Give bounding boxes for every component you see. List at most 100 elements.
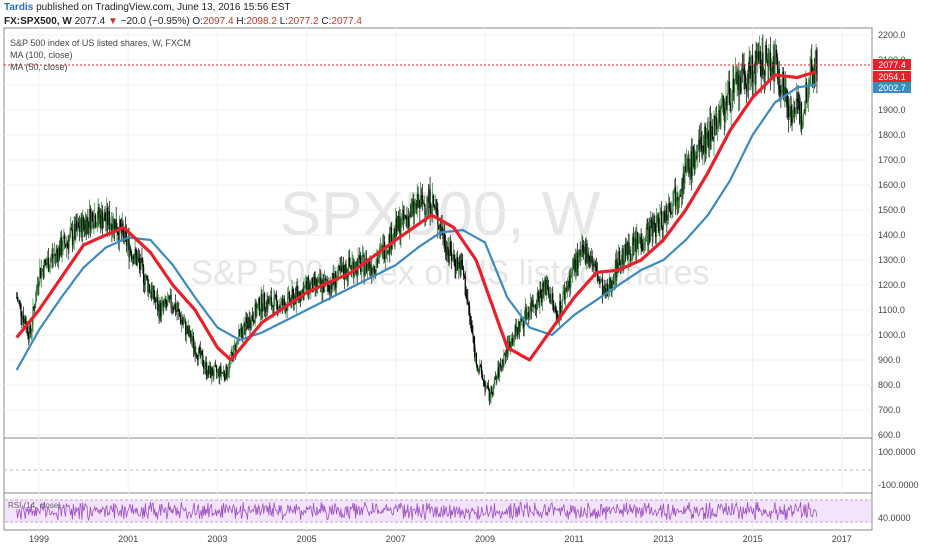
candle-body — [776, 57, 779, 80]
candle-body — [54, 254, 56, 256]
candle-body — [569, 275, 571, 288]
candle-body — [770, 68, 773, 77]
candle-body — [151, 290, 153, 298]
candle-body — [17, 300, 20, 302]
candle-body — [117, 233, 119, 234]
candle-body — [647, 228, 649, 246]
candle-body — [436, 208, 438, 211]
candle-body — [676, 196, 678, 203]
candle-body — [129, 248, 131, 258]
candle-body — [591, 256, 593, 267]
candle-body — [153, 286, 155, 300]
candle-body — [188, 327, 190, 337]
candle-body — [215, 365, 217, 367]
candle-body — [114, 219, 116, 232]
candle-body — [630, 253, 632, 261]
author-link[interactable]: Tardis — [4, 2, 34, 13]
candle-body — [219, 366, 221, 378]
candle-body — [593, 263, 595, 267]
candle-body — [524, 307, 526, 320]
y-tick-label: 1700.0 — [878, 155, 906, 165]
candle-body — [418, 199, 420, 207]
candle-body — [49, 261, 51, 269]
candle-body — [155, 301, 157, 302]
candle-body — [339, 267, 341, 272]
indicator-pane[interactable] — [3, 437, 873, 494]
legend-ma100[interactable]: MA (100, close) — [10, 50, 73, 60]
candle-body — [697, 139, 700, 146]
y-tick-label: 1300.0 — [878, 255, 906, 265]
y-tick-label: 700.0 — [878, 405, 901, 415]
rsi-label: RSI (14, close) — [8, 501, 61, 510]
candle-body — [262, 311, 264, 312]
candle-body — [146, 275, 148, 279]
candle-body — [105, 220, 107, 222]
candle-body — [312, 276, 315, 292]
candle-body — [689, 167, 691, 178]
candle-body — [344, 264, 346, 279]
candle-body — [162, 301, 164, 307]
last-price: 2077.4 — [74, 16, 106, 27]
candle-body — [337, 265, 339, 276]
candle-body — [809, 73, 811, 85]
candle-body — [46, 264, 48, 266]
candle-body — [89, 209, 92, 230]
ma50-line — [15, 70, 817, 362]
candle-body — [626, 242, 628, 259]
candle-body — [728, 81, 731, 103]
candle-body — [242, 325, 244, 339]
ohlc-line: FX:SPX500, W 2077.4 ▼ −20.0 (−0.95%) O:2… — [4, 15, 362, 28]
candle-body — [325, 279, 327, 281]
candle-body — [583, 251, 585, 254]
candle-body — [65, 243, 68, 248]
candle-body — [406, 217, 408, 220]
candle-body — [52, 256, 55, 259]
candle-body — [444, 232, 446, 247]
candle-body — [672, 203, 674, 213]
symbol-label[interactable]: FX:SPX500, W — [4, 16, 72, 27]
candle-body — [609, 277, 611, 289]
candle-body — [416, 194, 418, 210]
y-tick-label: 1500.0 — [878, 205, 906, 215]
candle-body — [565, 287, 567, 300]
candle-body — [475, 353, 478, 365]
candle-body — [432, 195, 435, 205]
candle-body — [423, 202, 425, 205]
candle-body — [791, 116, 793, 122]
candle-body — [241, 333, 243, 339]
candle-body — [449, 241, 451, 256]
candle-body — [508, 341, 510, 343]
candle-body — [227, 373, 229, 377]
candle-body — [721, 103, 723, 107]
candle-body — [102, 221, 104, 229]
candle-body — [540, 289, 542, 295]
candle-body — [788, 112, 791, 117]
candle-body — [200, 350, 202, 357]
rsi-pane[interactable] — [3, 492, 873, 531]
candle-body — [688, 167, 690, 171]
candle-body — [73, 223, 75, 241]
candle-body — [691, 146, 694, 176]
candle-body — [144, 279, 146, 285]
candle-body — [308, 284, 310, 295]
candle-body — [501, 359, 503, 368]
candle-body — [390, 227, 393, 249]
candle-body — [800, 102, 802, 124]
candle-body — [287, 292, 290, 295]
candle-body — [505, 343, 508, 357]
candle-body — [253, 321, 255, 324]
candle-body — [741, 69, 743, 71]
candle-body — [430, 213, 432, 214]
candle-body — [289, 298, 291, 303]
candle-body — [366, 258, 368, 272]
candle-body — [537, 292, 539, 296]
candle-body — [368, 261, 370, 268]
candle-body — [692, 146, 695, 154]
legend-ma50[interactable]: MA (50, close) — [10, 62, 68, 72]
candle-body — [697, 145, 699, 158]
candle-body — [577, 252, 580, 268]
candle-body — [290, 298, 292, 303]
candle-body — [551, 293, 553, 301]
candle-body — [541, 283, 544, 303]
